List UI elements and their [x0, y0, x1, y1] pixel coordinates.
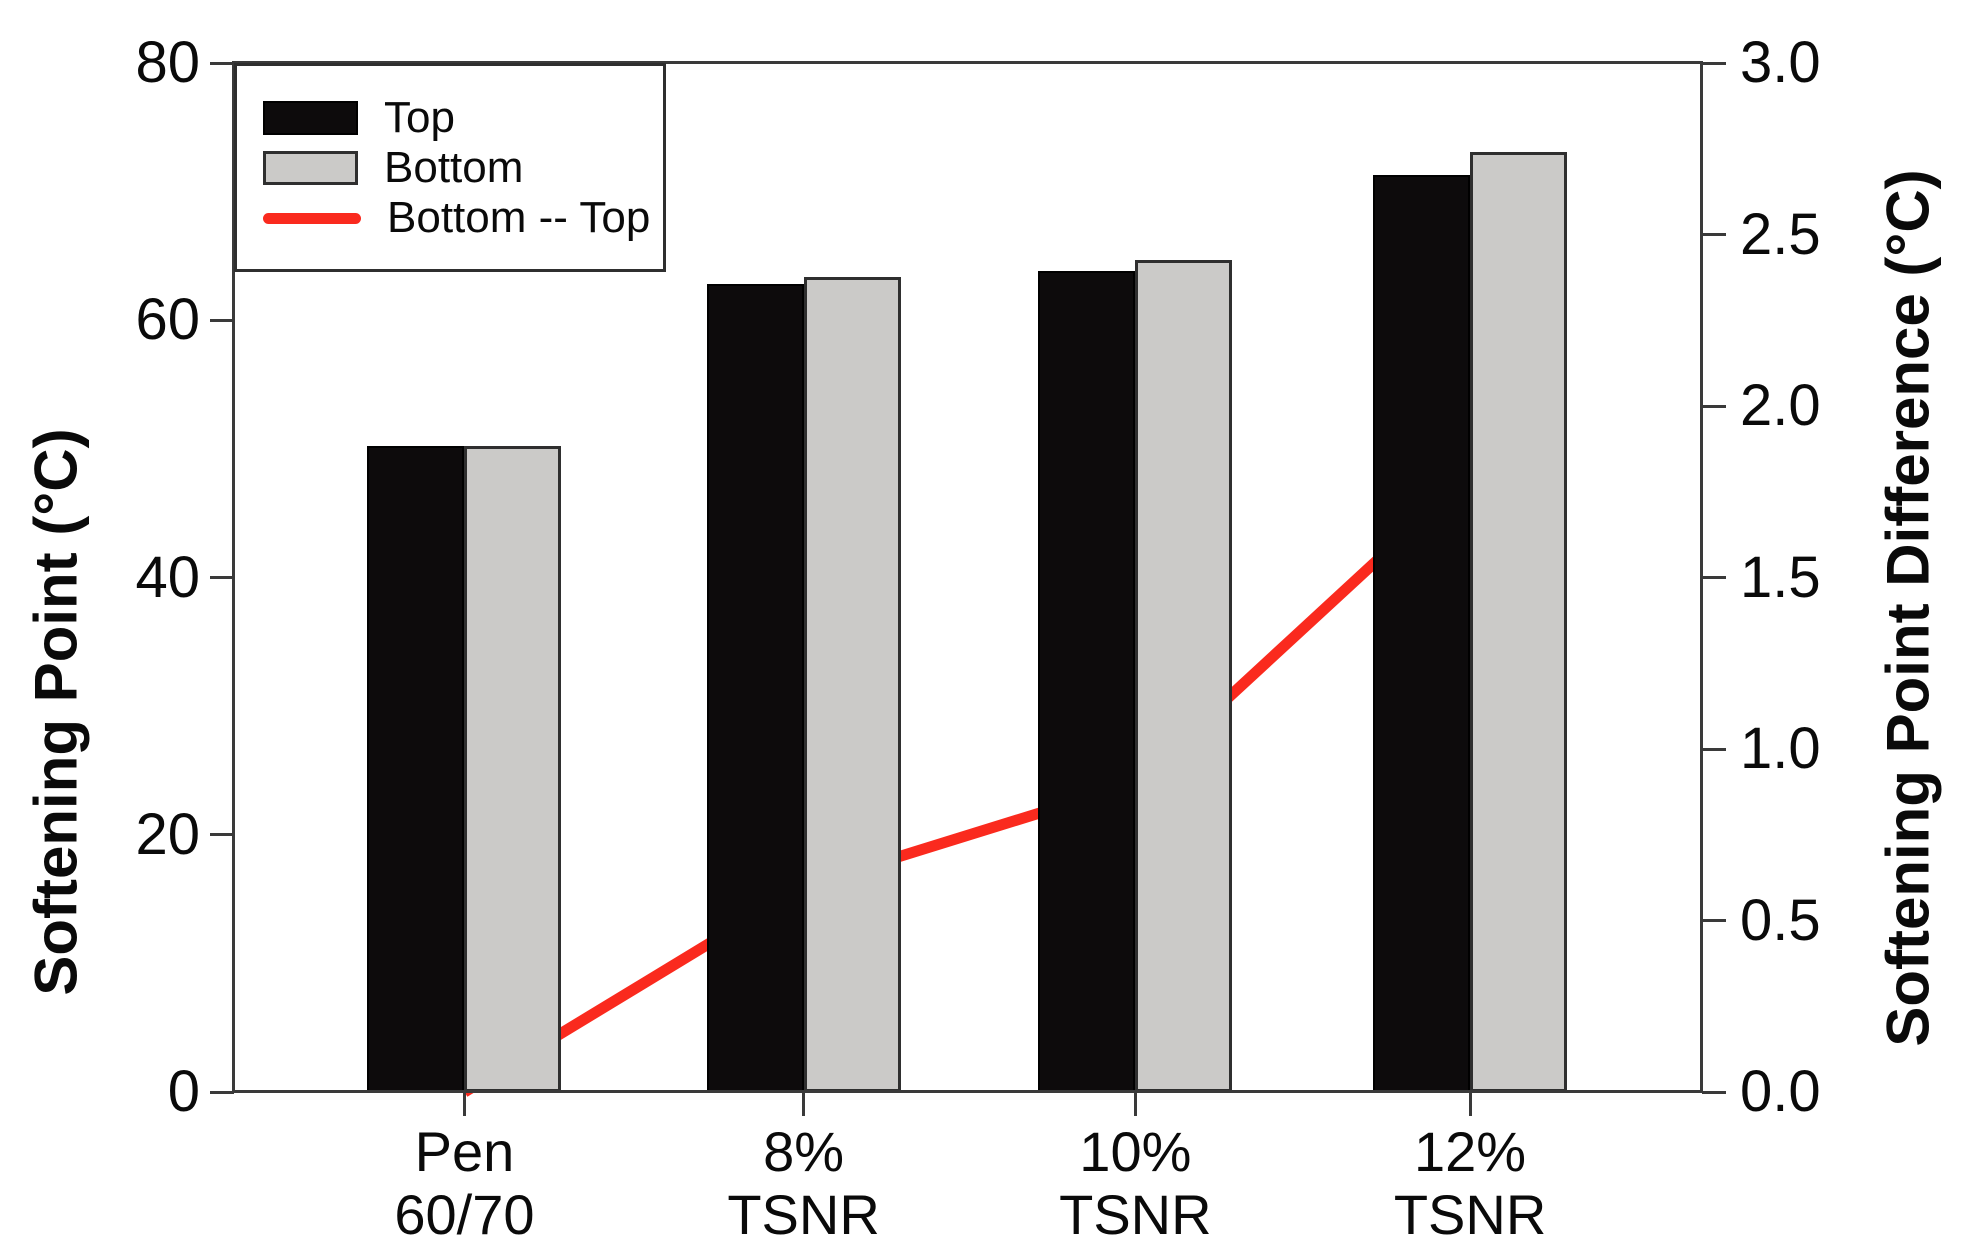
x-category-label-1: Pen 60/70	[304, 1120, 624, 1246]
y-left-tick-40	[210, 576, 234, 579]
left-axis-title: Softening Point (°C)	[22, 428, 90, 996]
x-category-label-line: TSNR	[1393, 1183, 1547, 1246]
x-category-label-4: 12% TSNR	[1310, 1120, 1630, 1246]
y-right-tick-label-1.0: 1.0	[1740, 716, 1821, 781]
y-right-tick-label-3.0: 3.0	[1740, 30, 1821, 95]
y-left-tick-20	[210, 833, 234, 837]
y-right-tick-2.0	[1702, 404, 1726, 408]
y-left-tick-label-60: 60	[135, 287, 200, 353]
diff-line	[461, 470, 1474, 1097]
y-right-tick-3.0	[1702, 61, 1726, 65]
x-category-label-line: 8%	[763, 1120, 845, 1183]
y-left-tick-label-0: 0	[167, 1059, 200, 1124]
y-right-tick-label-0.5: 0.5	[1740, 887, 1821, 953]
bar-bottom-4	[1470, 151, 1568, 1092]
y-right-tick-label-1.5: 1.5	[1740, 544, 1821, 610]
y-left-tick-label-40: 40	[135, 544, 200, 610]
x-category-label-line: 10%	[1079, 1120, 1192, 1183]
y-right-tick-0.0	[1702, 1090, 1726, 1094]
legend-label-diff: Bottom -- Top	[387, 193, 651, 242]
bar-top-2	[706, 284, 804, 1092]
x-category-label-line: Pen	[414, 1120, 515, 1183]
x-category-label-line: 60/70	[394, 1183, 535, 1246]
bar-top-1	[367, 446, 465, 1092]
right-axis-title: Softening Point Difference (°C)	[1874, 169, 1942, 1047]
y-left-tick-0	[210, 1090, 234, 1094]
x-category-label-line: TSNR	[727, 1183, 880, 1246]
y-right-tick-2.5	[1702, 233, 1726, 236]
bar-bottom-1	[464, 446, 562, 1092]
legend-label-top: Top	[384, 93, 455, 142]
y-right-tick-0.5	[1702, 919, 1726, 922]
x-tick-1	[462, 1092, 466, 1116]
x-tick-4	[1468, 1092, 1472, 1116]
legend-swatch-top	[263, 101, 358, 135]
y-right-tick-label-2.5: 2.5	[1740, 201, 1821, 267]
legend-item-diff: Bottom -- Top	[263, 193, 663, 243]
bar-bottom-3	[1135, 259, 1233, 1092]
y-left-tick-60	[210, 318, 234, 322]
legend-label-bottom: Bottom	[384, 143, 524, 192]
y-right-tick-label-2.0: 2.0	[1740, 373, 1821, 438]
legend-swatch-diff-line	[263, 212, 361, 224]
y-right-tick-1.0	[1702, 747, 1726, 751]
legend-item-top: Top	[263, 93, 663, 143]
legend: Top Bottom Bottom -- Top	[234, 63, 666, 272]
bar-bottom-2	[803, 276, 901, 1092]
x-category-label-2: 8% TSNR	[644, 1120, 964, 1246]
bar-top-4	[1373, 174, 1471, 1092]
y-left-tick-label-80: 80	[135, 30, 200, 95]
legend-swatch-bottom	[263, 151, 358, 185]
x-category-label-3: 10% TSNR	[975, 1120, 1295, 1246]
y-left-tick-label-20: 20	[135, 801, 200, 867]
x-category-label-line: 12%	[1414, 1120, 1527, 1183]
legend-item-bottom: Bottom	[263, 143, 663, 193]
y-right-tick-1.5	[1702, 576, 1726, 579]
x-tick-2	[802, 1092, 806, 1116]
bar-top-3	[1038, 271, 1136, 1092]
plot-area	[234, 63, 1702, 1097]
y-left-tick-80	[210, 61, 234, 65]
x-category-label-line: TSNR	[1059, 1183, 1212, 1246]
y-right-tick-label-0.0: 0.0	[1740, 1059, 1821, 1124]
x-tick-3	[1133, 1092, 1137, 1116]
diff-line-layer	[461, 470, 1474, 1097]
